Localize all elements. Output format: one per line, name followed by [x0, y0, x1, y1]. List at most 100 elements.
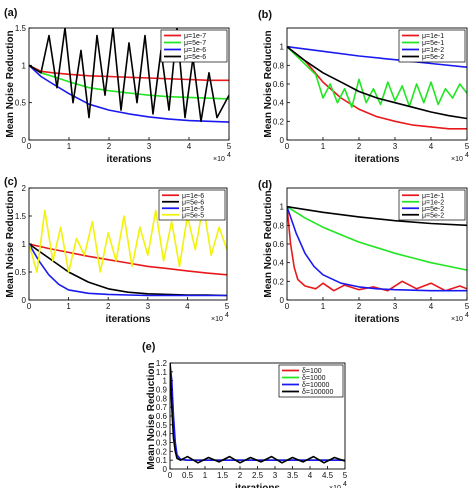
legend: μ=1e-7μ=5e-7μ=1e-6μ=5e-6 [160, 29, 228, 63]
legend-entry: δ=1000 [302, 375, 326, 382]
legend-entry: μ=1e-1 [422, 33, 444, 40]
y-tick-label: 0.9 [156, 386, 168, 395]
x-tick-label: 3 [147, 142, 152, 151]
x-multiplier: ×10 [329, 485, 341, 488]
y-tick-label: 0.6 [156, 412, 168, 421]
x-tick-label: 5 [225, 302, 230, 311]
x-axis-label: iterations [106, 154, 151, 165]
y-tick-label: 0.5 [15, 268, 27, 277]
y-axis-label: Mean Noise Reduction [5, 30, 16, 137]
series-line-3 [29, 64, 229, 123]
y-tick-label: 0.7 [156, 403, 168, 412]
y-tick-label: 0.4 [273, 99, 285, 108]
panel-label: (e) [142, 341, 156, 353]
series-line-2 [287, 206, 467, 271]
x-tick-label: 2 [238, 471, 243, 480]
y-axis-label: Mean Noise Reduction [5, 190, 16, 297]
x-tick-label: 2 [106, 302, 111, 311]
series-line-3 [29, 243, 227, 297]
x-tick-label: 1.5 [217, 471, 229, 480]
series-line-4 [29, 204, 227, 273]
x-tick-label: 1 [321, 142, 326, 151]
legend-entry: μ=5e-5 [182, 212, 204, 219]
legend-entry: μ=5e-1 [422, 40, 444, 47]
legend-entry: μ=5e-2 [422, 212, 444, 219]
legend-entry: μ=1e-6 [182, 193, 204, 200]
x-tick-label: 4 [308, 471, 313, 480]
x-axis-label: iterations [354, 314, 399, 325]
legend-entry: δ=100 [302, 368, 322, 375]
panel-label: (c) [4, 176, 18, 188]
legend-entry: μ=1e-2 [422, 47, 444, 54]
y-tick-label: 1 [163, 377, 168, 386]
x-multiplier-exponent: 4 [227, 152, 231, 159]
y-tick-label: 0.5 [15, 99, 27, 108]
x-tick-label: 4 [187, 142, 192, 151]
y-tick-label: 0.2 [156, 447, 168, 456]
x-tick-label: 3 [146, 302, 151, 311]
panel-label: (a) [4, 7, 18, 19]
legend-entry: μ=5e-6 [184, 54, 206, 61]
x-tick-label: 5 [465, 302, 470, 311]
legend-entry: μ=1e-6 [184, 47, 206, 54]
x-tick-label: 2.5 [252, 471, 264, 480]
y-tick-label: 0.1 [156, 456, 168, 465]
y-tick-label: 0 [22, 296, 27, 305]
legend-entry: μ=1e-2 [422, 199, 444, 206]
series-line-4 [287, 205, 467, 227]
y-tick-label: 1.1 [156, 368, 168, 377]
x-tick-label: 0 [285, 302, 290, 311]
x-tick-label: 1 [67, 142, 72, 151]
x-tick-label: 3 [273, 471, 278, 480]
x-multiplier: ×10 [451, 156, 463, 163]
x-multiplier: ×10 [211, 316, 223, 323]
y-tick-label: 0.2 [273, 277, 285, 286]
y-tick-label: 1 [280, 43, 285, 52]
series-group [170, 363, 345, 464]
series-line-3 [287, 45, 467, 68]
panel-label: (b) [258, 9, 272, 21]
series-group [29, 204, 227, 297]
x-tick-label: 1 [66, 302, 71, 311]
y-tick-label: 1.5 [15, 24, 27, 33]
series-line-3 [287, 206, 467, 292]
legend-entry: δ=10000 [302, 382, 330, 389]
x-tick-label: 5 [343, 471, 348, 480]
series-line-1 [29, 243, 227, 276]
x-multiplier-exponent: 4 [465, 312, 469, 319]
legend-entry: μ=1e-1 [422, 193, 444, 200]
x-tick-label: 4.5 [322, 471, 334, 480]
axes-frame [28, 27, 230, 141]
x-tick-label: 0 [27, 142, 32, 151]
x-tick-label: 1 [321, 302, 326, 311]
legend-entry: μ=5e-7 [184, 40, 206, 47]
series-line-1 [29, 64, 229, 82]
legend-entry: μ=5e-2 [422, 206, 444, 213]
legend-entry: μ=1e-5 [182, 206, 204, 213]
y-tick-label: 1 [22, 61, 27, 70]
legend: μ=1e-1μ=1e-2μ=5e-2μ=5e-2 [398, 189, 466, 221]
series-line-4 [287, 46, 467, 120]
y-tick-label: 0.6 [273, 240, 285, 249]
y-tick-label: 1.5 [15, 212, 27, 221]
x-tick-label: 0 [285, 142, 290, 151]
x-multiplier-exponent: 4 [225, 312, 229, 319]
x-axis-label: iterations [354, 154, 399, 165]
y-tick-label: 1.2 [156, 359, 168, 368]
x-multiplier: ×10 [213, 156, 225, 163]
y-axis-label: Mean Noise Reduction [146, 362, 157, 469]
x-tick-label: 2 [357, 142, 362, 151]
series-line-4 [170, 363, 345, 464]
legend-entry: μ=1e-7 [184, 33, 206, 40]
legend: μ=1e-1μ=5e-1μ=1e-2μ=5e-2 [398, 29, 466, 63]
x-tick-label: 4 [185, 302, 190, 311]
y-tick-label: 0.8 [273, 61, 285, 70]
panel-e: 0 0.5 1 1.5 2 2.5 3 3.5 4 4.5 500.10.20.30.40.50.6… [142, 341, 348, 488]
x-tick-label: 0 [168, 471, 173, 480]
x-axis-label: iterations [105, 314, 150, 325]
y-tick-label: 0.2 [273, 117, 285, 126]
series-line-3 [170, 363, 345, 462]
